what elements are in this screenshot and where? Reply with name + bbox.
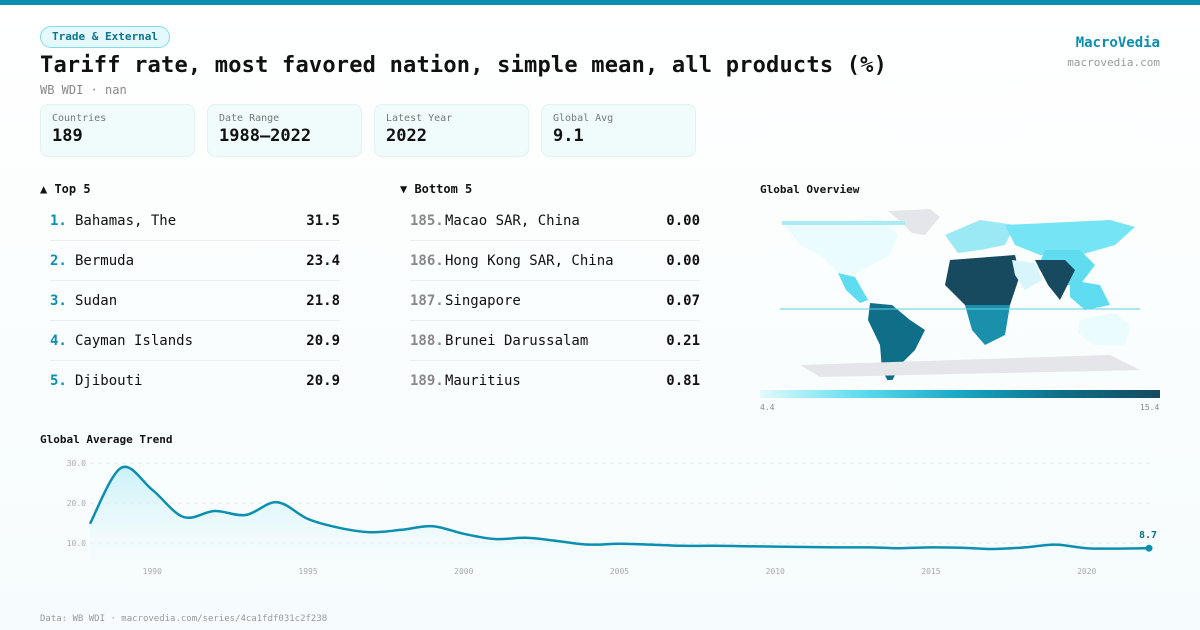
rank: 4.: [50, 332, 67, 349]
antarctica: [800, 355, 1140, 377]
value: 0.00: [666, 212, 700, 229]
country-name: Djibouti: [75, 373, 143, 389]
country-name: Mauritius: [445, 373, 521, 389]
footer-source: Data: WB WDI · macrovedia.com/series/4ca…: [40, 614, 328, 624]
stat-countries: Countries 189: [40, 104, 195, 157]
trend-line: [88, 465, 1150, 551]
stat-global-avg: Global Avg 9.1: [541, 104, 696, 157]
list-item[interactable]: 189. Mauritius 0.81: [410, 361, 700, 401]
value: 0.21: [666, 332, 700, 349]
top5-heading: ▲ Top 5: [40, 182, 91, 196]
rank: 188.: [410, 332, 444, 349]
stat-latest-year: Latest Year 2022: [374, 104, 529, 157]
country-name: Bahamas, The: [75, 212, 177, 229]
africa-south: [965, 305, 1010, 345]
legend-min: 4.4: [760, 403, 775, 412]
list-item[interactable]: 2. Bermuda 23.4: [50, 241, 340, 281]
x-tick-label: 1990: [143, 567, 162, 576]
country-name: Cayman Islands: [75, 332, 194, 349]
trend-heading: Global Average Trend: [40, 433, 173, 446]
country-name: Macao SAR, China: [445, 212, 580, 229]
map-heading: Global Overview: [760, 183, 860, 196]
rank: 189.: [410, 373, 444, 389]
value: 20.9: [306, 332, 340, 349]
india: [1035, 260, 1075, 300]
brand-url[interactable]: macrovedia.com: [1067, 56, 1160, 69]
rank: 185.: [410, 212, 444, 229]
stat-value: 189: [52, 126, 83, 146]
trend-area: [90, 466, 1149, 560]
x-tick-label: 2015: [921, 567, 940, 576]
list-item[interactable]: 1. Bahamas, The 31.5: [50, 201, 340, 241]
value: 21.8: [306, 292, 340, 309]
y-tick-label: 10.0: [67, 539, 86, 548]
south-america: [868, 303, 925, 380]
arabia: [1012, 260, 1042, 290]
rank: 2.: [50, 252, 67, 269]
rank: 1.: [50, 212, 67, 229]
x-tick-label: 2010: [766, 567, 785, 576]
rank: 186.: [410, 252, 444, 269]
stats-row: Countries 189 Date Range 1988–2022 Latest …: [40, 104, 696, 157]
value: 0.81: [666, 373, 700, 389]
list-item[interactable]: 4. Cayman Islands 20.9: [50, 321, 340, 361]
country-name: Brunei Darussalam: [445, 332, 589, 349]
southeast-asia: [1070, 280, 1110, 310]
end-point[interactable]: [1145, 544, 1153, 552]
rank: 5.: [50, 373, 67, 389]
page-title: Tariff rate, most favored nation, simple…: [40, 53, 888, 78]
brand-logo[interactable]: MacroVedia: [1075, 35, 1160, 51]
y-tick-label: 20.0: [67, 499, 86, 508]
list-item[interactable]: 5. Djibouti 20.9: [50, 361, 340, 401]
list-item[interactable]: 185. Macao SAR, China 0.00: [410, 201, 700, 241]
rank: 3.: [50, 292, 67, 309]
stat-value: 1988–2022: [219, 126, 312, 146]
list-item[interactable]: 188. Brunei Darussalam 0.21: [410, 321, 700, 361]
y-tick-label: 30.0: [67, 459, 86, 468]
country-name: Sudan: [75, 292, 118, 309]
europe: [945, 220, 1015, 253]
australia: [1078, 313, 1130, 345]
stat-label: Date Range: [219, 113, 280, 124]
x-tick-label: 2000: [454, 567, 473, 576]
stat-value: 9.1: [553, 126, 584, 146]
bottom5-list: 185. Macao SAR, China 0.00 186. Hong Kong SA…: [410, 201, 700, 401]
central-america: [838, 273, 868, 303]
country-name: Bermuda: [75, 252, 135, 269]
stat-label: Latest Year: [386, 113, 453, 124]
russia-asia: [1005, 220, 1135, 255]
stat-date-range: Date Range 1988–2022: [207, 104, 362, 157]
category-badge[interactable]: Trade & External: [40, 26, 170, 48]
list-item[interactable]: 187. Singapore 0.07: [410, 281, 700, 321]
world-map[interactable]: [780, 205, 1140, 380]
north-arctic-band: [782, 221, 905, 225]
page-subtitle: WB WDI · nan: [40, 83, 127, 97]
x-tick-label: 1995: [298, 567, 317, 576]
end-value-label: 8.7: [1139, 530, 1157, 541]
legend-max: 15.4: [1140, 403, 1160, 412]
map-color-legend: [760, 390, 1160, 398]
value: 23.4: [306, 252, 340, 269]
value: 0.07: [666, 292, 700, 309]
value: 31.5: [306, 212, 340, 229]
country-name: Hong Kong SAR, China: [445, 252, 614, 269]
list-item[interactable]: 186. Hong Kong SAR, China 0.00: [410, 241, 700, 281]
country-name: Singapore: [445, 292, 521, 309]
africa-north: [945, 255, 1020, 315]
north-america: [785, 219, 898, 277]
stat-value: 2022: [386, 126, 427, 146]
greenland: [888, 209, 940, 235]
stat-label: Countries: [52, 113, 107, 124]
list-item[interactable]: 3. Sudan 21.8: [50, 281, 340, 321]
x-tick-label: 2020: [1077, 567, 1096, 576]
x-tick-label: 2005: [610, 567, 629, 576]
top5-list: 1. Bahamas, The 31.5 2. Bermuda 23.4 3. Sudan 21…: [50, 201, 340, 401]
stat-label: Global Avg: [553, 113, 614, 124]
trend-chart: 10.0 20.0 30.0 1990 1995 2000 2005 2010 2015 2020…: [67, 459, 1157, 576]
value: 0.00: [666, 252, 700, 269]
top-accent-bar: [0, 0, 1200, 5]
value: 20.9: [306, 373, 340, 389]
rank: 187.: [410, 292, 444, 309]
bottom5-heading: ▼ Bottom 5: [400, 182, 473, 196]
